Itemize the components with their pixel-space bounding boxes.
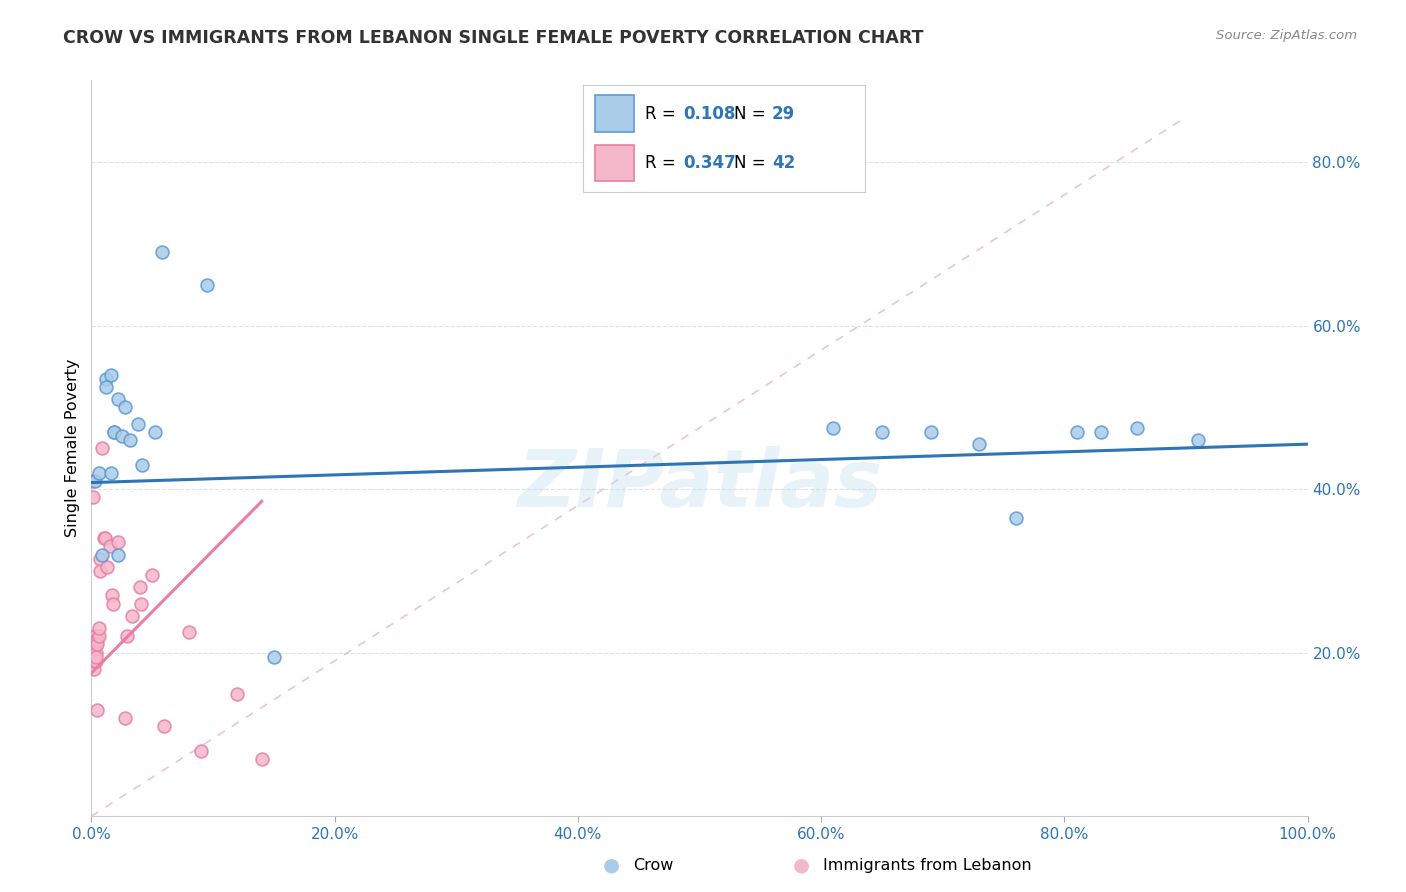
Point xyxy=(86,637,108,651)
Y-axis label: Single Female Poverty: Single Female Poverty xyxy=(65,359,80,538)
Point xyxy=(89,551,111,566)
Point xyxy=(84,646,107,660)
Point xyxy=(103,425,125,439)
Point xyxy=(107,392,129,407)
Point xyxy=(153,719,176,733)
FancyBboxPatch shape xyxy=(595,95,634,132)
Text: Immigrants from Lebanon: Immigrants from Lebanon xyxy=(823,858,1031,872)
Point xyxy=(96,559,118,574)
Text: N =: N = xyxy=(734,154,770,172)
Point xyxy=(107,548,129,562)
Point xyxy=(84,633,107,648)
Point xyxy=(82,646,104,660)
Point xyxy=(91,441,114,455)
Point xyxy=(82,490,104,504)
Text: ZIPatlas: ZIPatlas xyxy=(517,446,882,524)
Point xyxy=(1066,425,1088,439)
Point xyxy=(115,629,138,643)
Point xyxy=(84,633,107,648)
Text: ●: ● xyxy=(793,855,810,875)
Text: 0.347: 0.347 xyxy=(683,154,737,172)
Point xyxy=(100,466,122,480)
Point xyxy=(150,244,173,259)
Text: R =: R = xyxy=(645,104,682,122)
Point xyxy=(89,564,111,578)
Text: 42: 42 xyxy=(772,154,796,172)
Point xyxy=(83,662,105,676)
Point xyxy=(83,641,105,656)
Point xyxy=(98,539,121,553)
Point xyxy=(121,608,143,623)
Text: Source: ZipAtlas.com: Source: ZipAtlas.com xyxy=(1216,29,1357,42)
Point xyxy=(226,687,249,701)
Text: R =: R = xyxy=(645,154,682,172)
Point xyxy=(1090,425,1112,439)
Point xyxy=(107,535,129,549)
Point xyxy=(87,621,110,635)
Point xyxy=(83,654,105,668)
Point xyxy=(84,654,107,668)
FancyBboxPatch shape xyxy=(595,145,634,181)
Text: ●: ● xyxy=(603,855,620,875)
Point xyxy=(143,425,166,439)
Point xyxy=(87,629,110,643)
Point xyxy=(141,568,163,582)
Point xyxy=(129,597,152,611)
Point xyxy=(84,649,107,664)
Point xyxy=(83,637,105,651)
Point xyxy=(84,629,107,643)
Point xyxy=(127,417,149,431)
Point xyxy=(129,580,152,594)
Point xyxy=(94,372,117,386)
Point xyxy=(82,474,104,488)
Point xyxy=(263,649,285,664)
Text: N =: N = xyxy=(734,104,770,122)
Point xyxy=(195,277,218,292)
Point xyxy=(967,437,990,451)
Text: 29: 29 xyxy=(772,104,796,122)
Point xyxy=(177,625,200,640)
Point xyxy=(86,633,108,648)
Point xyxy=(870,425,893,439)
Point xyxy=(100,368,122,382)
Point xyxy=(823,421,845,435)
Point xyxy=(1004,510,1026,524)
Point xyxy=(920,425,942,439)
Point xyxy=(84,629,107,643)
Point xyxy=(82,646,104,660)
Point xyxy=(103,597,125,611)
Point xyxy=(131,458,153,472)
Point xyxy=(250,752,273,766)
Point xyxy=(84,637,107,651)
Point xyxy=(103,425,125,439)
Point xyxy=(1187,433,1209,447)
Point xyxy=(190,744,212,758)
Point xyxy=(120,433,142,447)
Point xyxy=(93,531,115,545)
Point xyxy=(114,401,136,415)
Point xyxy=(101,589,124,603)
Point xyxy=(87,466,110,480)
Point xyxy=(84,474,107,488)
Point xyxy=(94,380,117,394)
Point xyxy=(86,703,108,717)
Point xyxy=(91,548,114,562)
Text: 0.108: 0.108 xyxy=(683,104,735,122)
Point xyxy=(111,429,134,443)
Point xyxy=(94,531,117,545)
Text: CROW VS IMMIGRANTS FROM LEBANON SINGLE FEMALE POVERTY CORRELATION CHART: CROW VS IMMIGRANTS FROM LEBANON SINGLE F… xyxy=(63,29,924,46)
Point xyxy=(1126,421,1149,435)
Text: Crow: Crow xyxy=(633,858,673,872)
Point xyxy=(114,711,136,725)
